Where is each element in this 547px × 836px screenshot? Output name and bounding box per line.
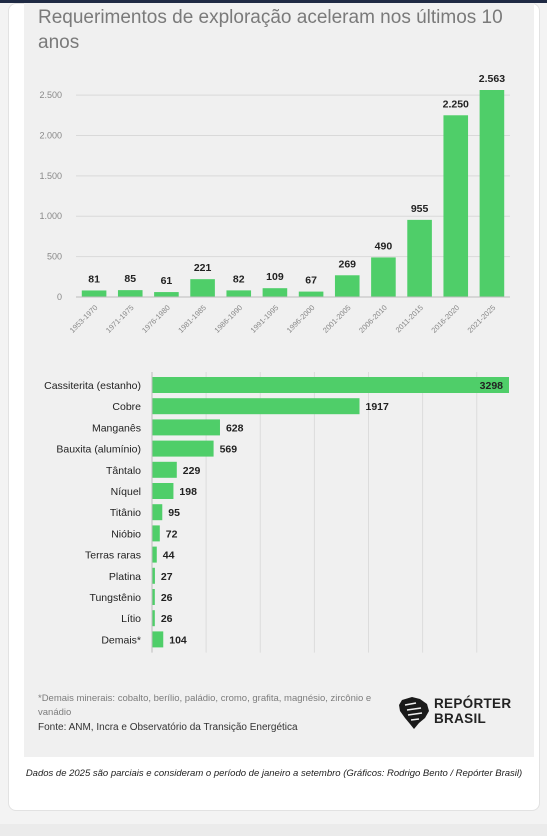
x-tick-label: 1986-1990 (212, 303, 244, 335)
bar-value-label: 490 (375, 240, 393, 252)
bar-value-label: 26 (161, 592, 173, 604)
bar-value-label: 109 (266, 271, 284, 283)
bar-value-label: 44 (163, 550, 175, 562)
x-tick-label: 1991-1995 (249, 303, 281, 335)
x-tick-label: 1953-1970 (68, 303, 100, 335)
bar (479, 90, 505, 297)
bar (152, 461, 177, 478)
top-rule (0, 0, 547, 3)
y-tick-label: 1.000 (39, 211, 62, 221)
bar-value-label: 26 (161, 613, 173, 625)
chart-title: Requerimentos de exploração aceleram nos… (38, 7, 503, 53)
x-tick-label: 2006-2010 (357, 303, 389, 335)
x-tick-label: 2011-2015 (394, 303, 425, 334)
category-label: Tântalo (106, 465, 141, 477)
category-label: Manganês (92, 422, 141, 434)
bar-value-label: 2.563 (479, 73, 505, 85)
horizontal-bar-chart: Cassiterita (estanho) 3298 Cobre 1917 Mangan… (44, 372, 509, 653)
bar (152, 589, 155, 605)
bar (152, 483, 174, 499)
bar (152, 610, 155, 627)
y-tick-label: 0 (57, 292, 62, 302)
bar-value-label: 221 (194, 262, 212, 274)
bar-value-label: 27 (161, 571, 173, 583)
bar (81, 290, 107, 297)
category-label: Níquel (111, 486, 141, 498)
bar-value-label: 2.250 (443, 98, 469, 110)
bar-value-label: 104 (169, 634, 187, 646)
vertical-bar-chart: 0 500 1.000 1.500 2.000 2.500 81 1953-1970 85 197… (39, 73, 510, 335)
x-tick-label: 1996-2000 (285, 303, 317, 335)
bar-value-label: 61 (161, 275, 173, 287)
bar-value-label: 569 (220, 444, 238, 456)
bar-value-label: 269 (338, 258, 356, 270)
category-label: Cassiterita (estanho) (44, 380, 141, 392)
bar-value-label: 955 (411, 203, 429, 215)
brazil-map-icon (399, 697, 429, 729)
logo-line-2: BRASIL (434, 711, 487, 726)
bar-value-label: 82 (233, 273, 245, 285)
bar (262, 288, 288, 297)
category-label: Bauxita (alumínio) (56, 444, 141, 456)
bar (152, 546, 157, 563)
y-tick-label: 2.500 (39, 90, 62, 100)
bar (407, 219, 432, 297)
bar-value-label: 1917 (366, 401, 390, 413)
bar (334, 275, 360, 297)
category-label: Platina (109, 571, 141, 583)
bar-value-label: 229 (183, 465, 201, 477)
bar-value-label: 95 (168, 507, 180, 519)
source-line: Fonte: ANM, Incra e Observatório da Tran… (38, 722, 298, 733)
page-footer-strip (0, 824, 547, 836)
bar (152, 525, 160, 542)
bar (152, 567, 155, 584)
bar-value-label: 198 (179, 486, 197, 498)
bar-value-label: 85 (124, 273, 136, 285)
bar (117, 290, 143, 297)
category-label: Nióbio (111, 528, 141, 540)
y-tick-label: 500 (47, 252, 62, 262)
bar (371, 257, 396, 297)
x-tick-label: 1981-1985 (176, 303, 208, 335)
bar (152, 419, 220, 436)
bar (152, 377, 509, 393)
x-tick-label: 2001-2005 (321, 303, 353, 335)
bar (152, 504, 163, 521)
image-caption: Dados de 2025 são parciais e consideram … (25, 768, 523, 779)
y-tick-label: 2.000 (39, 130, 62, 140)
category-label: Demais* (101, 634, 141, 646)
bar (152, 398, 360, 415)
bar-value-label: 67 (305, 275, 317, 287)
x-tick-label: 2016-2020 (429, 303, 461, 335)
category-label: Terras raras (85, 550, 141, 562)
bar (152, 631, 164, 648)
category-label: Tungstênio (89, 592, 141, 604)
bar-value-label: 81 (88, 273, 100, 285)
reporter-brasil-logo: REPÓRTER BRASIL (396, 694, 516, 732)
bar-value-label: 3298 (480, 380, 504, 392)
category-label: Cobre (112, 401, 141, 413)
bar (190, 279, 215, 297)
bar-value-label: 72 (166, 528, 178, 540)
x-tick-label: 1971-1975 (104, 303, 136, 335)
bar (152, 440, 214, 457)
bar (298, 291, 324, 297)
bar (443, 115, 469, 297)
y-tick-label: 1.500 (39, 171, 62, 181)
bar (154, 292, 179, 297)
logo-wordmark: REPÓRTER BRASIL (434, 696, 511, 726)
category-label: Lítio (121, 613, 141, 625)
logo-line-1: REPÓRTER (434, 696, 512, 711)
x-tick-label: 1976-1980 (140, 303, 172, 335)
x-tick-label: 2021-2025 (466, 303, 498, 335)
bar (226, 290, 252, 297)
footnote: *Demais minerais: cobalto, berílio, palá… (38, 693, 372, 718)
bar-value-label: 628 (226, 422, 244, 434)
category-label: Titânio (110, 507, 141, 519)
